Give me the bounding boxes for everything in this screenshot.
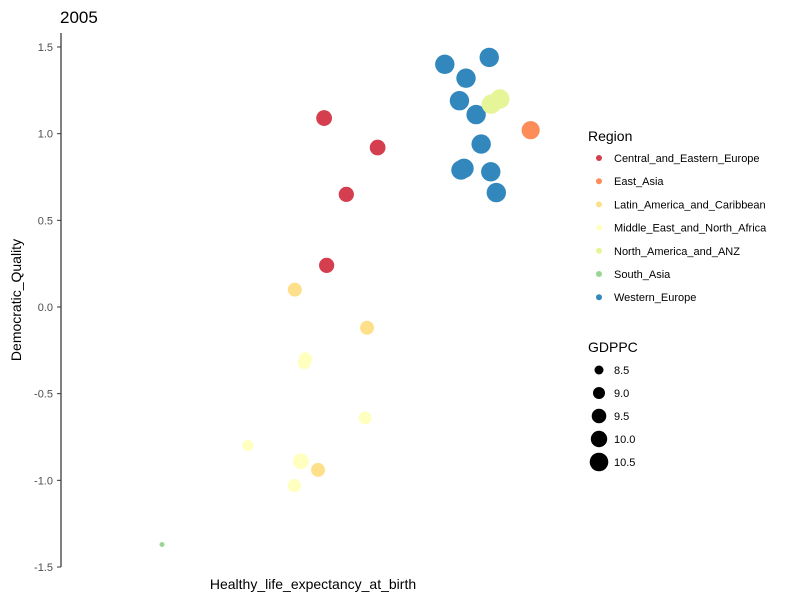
gdppc-legend-label: 9.5 [614,411,629,423]
x-axis-title: Healthy_life_expectancy_at_birth [210,576,416,592]
y-tick-label: 1.5 [38,42,53,54]
region-legend-label: South_Asia [614,269,671,281]
gdppc-legend-key [594,365,604,375]
data-point [297,355,312,370]
data-point [521,121,540,140]
gdppc-legend-entries: 8.5 9.0 9.5 10.0 10.5 [589,365,635,472]
y-tick-label: -1.0 [34,475,53,487]
y-tick-label: 1.0 [38,129,53,141]
y-tick-label: -1.5 [34,562,53,574]
y-ticks: -1.5 -1.0 -0.5 0.0 0.5 1.0 1.5 [34,42,61,574]
data-point [316,110,333,126]
data-point [466,104,486,125]
data-point [369,139,386,156]
y-tick-label: 0.5 [38,215,53,227]
chart-title: 2005 [60,8,98,27]
region-legend-key [596,201,602,208]
data-point [319,257,335,274]
gdppc-legend-label: 10.0 [614,434,635,446]
region-legend-label: Latin_America_and_Caribbean [614,199,766,211]
y-axis-title: Democratic_Quality [8,239,24,361]
region-legend-label: East_Asia [614,176,664,188]
region-legend-label: Central_and_Eastern_Europe [614,153,760,165]
data-point [358,411,372,425]
gdppc-legend-label: 9.0 [614,388,629,400]
data-point [471,134,491,154]
gdppc-legend-title: GDPPC [588,339,638,355]
region-legend-key [596,294,602,301]
region-legend-key [596,178,602,185]
data-point [360,320,375,335]
data-point [159,541,165,547]
y-tick-label: 0.0 [38,302,53,314]
region-legend-entries: Central_and_Eastern_Europe East_Asia Latin… [596,153,767,304]
data-point [451,160,471,180]
region-legend-key [596,247,602,254]
data-point [435,54,455,75]
region-legend-key [596,271,602,277]
data-point [449,91,470,111]
gdppc-legend-key [591,408,607,424]
data-points [159,47,540,547]
region-legend-label: Western_Europe [614,292,696,304]
y-axis: -1.5 -1.0 -0.5 0.0 0.5 1.0 1.5 [34,33,62,574]
data-point [338,186,354,202]
data-point [292,453,309,470]
gdppc-legend-label: 10.5 [614,457,635,469]
data-point [287,282,302,297]
data-point [481,94,501,114]
region-legend-label: North_America_and_ANZ [614,246,740,258]
data-point [481,162,501,182]
gdppc-legend: GDPPC 8.5 9.0 9.5 10.0 10.5 [588,339,638,472]
y-tick-label: -0.5 [34,389,53,401]
gdppc-legend-key [590,430,608,448]
data-point [456,68,476,88]
data-point [479,47,499,68]
region-legend-title: Region [588,128,632,144]
data-point [311,462,326,477]
gdppc-legend-key [593,387,605,399]
region-legend-label: Middle_East_and_North_Africa [614,223,767,235]
region-legend-key [596,155,602,161]
region-legend-key [596,224,602,231]
data-point [242,440,254,452]
data-point [287,478,302,493]
gdppc-legend-key [589,452,609,472]
gdppc-legend-label: 8.5 [614,365,629,377]
data-point [486,182,507,203]
region-legend: Region Central_and_Eastern_Europe East_As… [588,128,767,304]
